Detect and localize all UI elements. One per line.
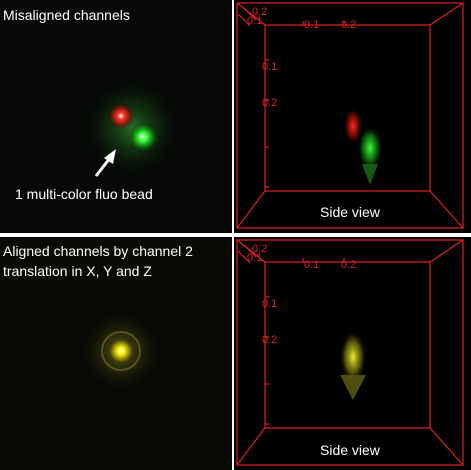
side-view-label: Side view [320,204,380,220]
bead-image-canvas [86,82,178,177]
merged-bead-tail [340,375,366,400]
y-tick-label: 0.2 [262,334,277,346]
y-tick-label: 0.1 [262,61,277,73]
bead-image-canvas [81,311,161,391]
axis-tick-corner: 0.2 [252,6,267,18]
side-view-misaligned: 0.2 0.1 0.1 0.2 0.1 0.2 Side view [234,0,471,233]
x-tick-label: 0.2 [341,259,356,271]
green-bead-profile [358,126,382,170]
red-bead-spot [108,103,134,129]
bead-ring [101,331,141,371]
green-bead-tail [362,164,378,185]
side-view-canvas: 0.2 0.1 0.1 0.2 0.1 0.2 [236,239,464,466]
merged-bead-spot [108,338,134,364]
arrow-icon [94,149,116,177]
x-tick-label: 0.1 [304,19,319,31]
aligned-bead-image: Aligned channels by channel 2 translatio… [0,237,232,470]
side-view-aligned: 0.2 0.1 0.1 0.2 0.1 0.2 Side view [234,237,471,470]
bead-annotation: 1 multi-color fluo bead [15,186,153,202]
axis-tick-corner: 0.2 [252,243,267,255]
green-bead-spot [128,122,158,152]
axis-box [236,2,464,229]
x-tick-label: 0.2 [341,19,356,31]
panel-caption-line2: translation in X, Y and Z [3,263,152,279]
panel-caption-line1: Aligned channels by channel 2 [3,243,193,259]
misaligned-bead-image: Misaligned channels 1 multi-color fluo b… [0,0,232,233]
x-tick-label: 0.1 [304,259,319,271]
side-view-label: Side view [320,442,380,458]
y-tick-label: 0.1 [262,298,277,310]
panel-caption: Misaligned channels [3,7,130,23]
red-bead-profile [344,108,362,144]
side-view-canvas: 0.2 0.1 0.1 0.2 0.1 0.2 [236,2,464,229]
y-tick-label: 0.2 [262,97,277,109]
axis-tick-corner-sub: 0.1 [247,15,262,27]
axis-box [236,239,464,466]
merged-bead-profile [340,331,366,383]
axis-tick-corner-sub: 0.1 [247,252,262,264]
